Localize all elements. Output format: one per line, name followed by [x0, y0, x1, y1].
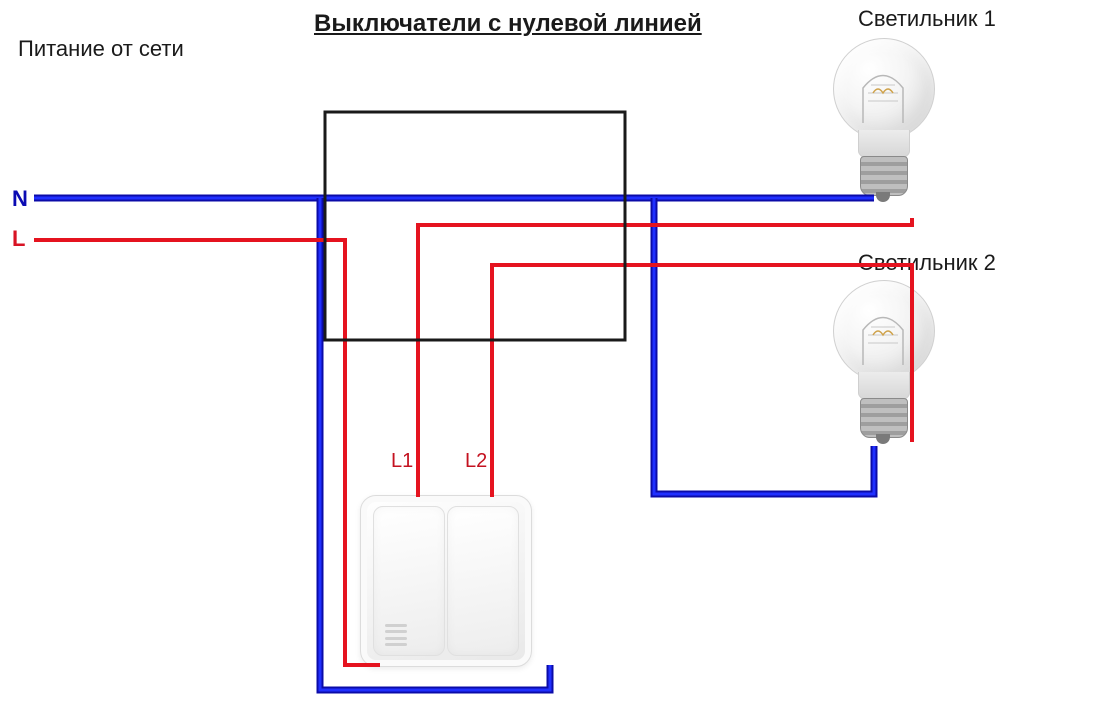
lamp2-icon — [828, 280, 938, 450]
neutral-label: N — [12, 186, 28, 212]
lamp2-label: Светильник 2 — [858, 250, 996, 276]
live-label: L — [12, 226, 25, 252]
wall-switch-double — [360, 495, 532, 667]
diagram-canvas: Выключатели с нулевой линией Питание от … — [0, 0, 1096, 702]
switch-output-l1-label: L1 — [391, 450, 413, 473]
lamp1-label: Светильник 1 — [858, 6, 996, 32]
lamp1-icon — [828, 38, 938, 208]
switch-output-l2-label: L2 — [465, 450, 487, 473]
diagram-title: Выключатели с нулевой линией — [314, 10, 702, 38]
power-source-label: Питание от сети — [18, 36, 184, 62]
